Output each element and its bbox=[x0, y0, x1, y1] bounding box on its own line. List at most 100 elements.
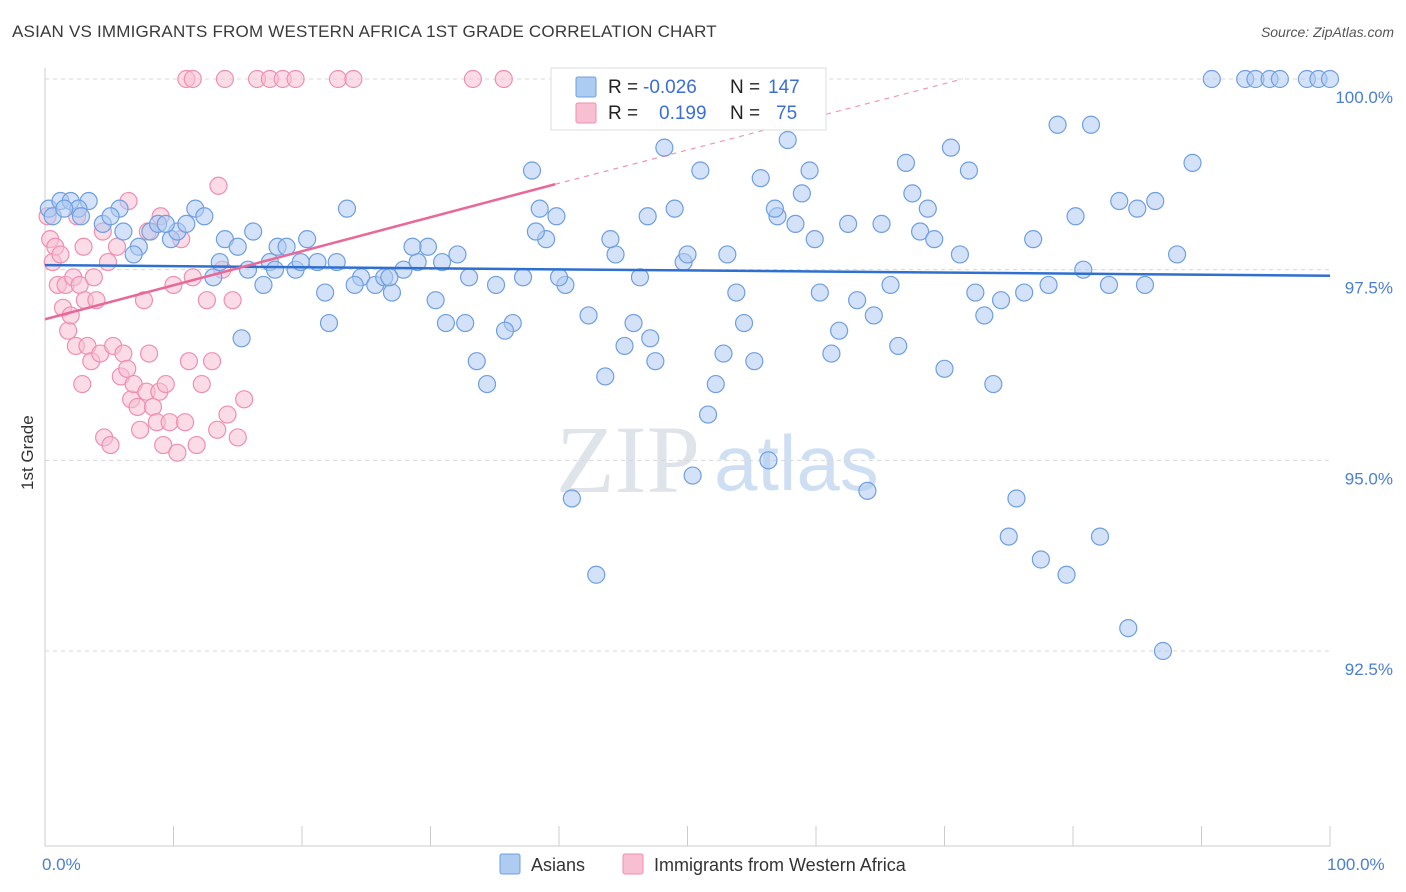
asian-point bbox=[950, 245, 970, 264]
africa-point bbox=[74, 237, 93, 256]
africa-point bbox=[59, 321, 78, 340]
africa-point bbox=[235, 390, 254, 409]
africa-point bbox=[328, 69, 348, 89]
africa-point bbox=[143, 397, 163, 417]
asian-point bbox=[394, 260, 413, 279]
asian-point bbox=[765, 199, 784, 218]
asian-point bbox=[114, 222, 133, 241]
asian-point bbox=[792, 184, 811, 203]
africa-point bbox=[179, 352, 199, 371]
africa-point bbox=[128, 397, 147, 417]
asian-point bbox=[975, 306, 994, 325]
asian-point bbox=[177, 214, 196, 234]
asian-point bbox=[1099, 275, 1119, 295]
asian-point bbox=[896, 153, 916, 172]
x-tick-label-max: 100.0% bbox=[1327, 855, 1385, 874]
asian-point bbox=[316, 283, 335, 302]
africa-point bbox=[223, 291, 242, 310]
asian-point bbox=[778, 130, 797, 150]
africa-point bbox=[192, 374, 211, 394]
asian-point bbox=[254, 275, 273, 295]
asian-point bbox=[210, 252, 229, 272]
africa-point bbox=[183, 69, 202, 89]
asian-point bbox=[156, 214, 175, 234]
asian-point bbox=[477, 374, 497, 394]
africa-point bbox=[134, 291, 154, 310]
legend-africa-n-label: N = bbox=[730, 103, 760, 124]
asian-point bbox=[513, 268, 533, 287]
asian-point bbox=[665, 199, 684, 218]
asian-point bbox=[959, 161, 979, 180]
asian-point bbox=[941, 138, 961, 157]
asian-point bbox=[999, 527, 1018, 546]
africa-point bbox=[154, 435, 173, 455]
y-tick-label: 92.5% bbox=[1345, 660, 1393, 679]
asian-point bbox=[526, 222, 545, 241]
bottom-legend-label-asians: Asians bbox=[531, 855, 585, 875]
asian-point bbox=[265, 260, 285, 279]
asian-point bbox=[467, 352, 486, 371]
asian-point bbox=[1074, 260, 1093, 279]
asian-point bbox=[601, 230, 620, 249]
y-tick-label: 100.0% bbox=[1335, 88, 1393, 107]
asian-point bbox=[889, 336, 908, 356]
stats-legend: R = -0.026 N = 147 R = 0.199 N = 75 bbox=[550, 67, 827, 131]
y-tick-label: 97.5% bbox=[1345, 279, 1393, 298]
x-axis-ticks bbox=[44, 826, 1331, 846]
africa-point bbox=[286, 69, 305, 89]
asian-point bbox=[786, 214, 805, 234]
asian-point bbox=[925, 230, 944, 249]
series-legend: Asians Immigrants from Western Africa bbox=[499, 853, 907, 875]
asian-point bbox=[734, 313, 754, 333]
asian-point bbox=[918, 199, 937, 218]
asian-point bbox=[751, 169, 770, 188]
asian-point bbox=[549, 268, 569, 287]
asian-point bbox=[1057, 565, 1076, 584]
asian-point bbox=[337, 199, 357, 218]
asian-point bbox=[678, 245, 697, 264]
africa-point bbox=[101, 435, 120, 455]
africa-point bbox=[168, 443, 187, 462]
africa-point bbox=[61, 306, 80, 325]
africa-point bbox=[209, 176, 228, 195]
asian-point bbox=[579, 306, 598, 325]
asian-point bbox=[436, 313, 456, 333]
asian-point bbox=[562, 489, 581, 508]
asian-point bbox=[71, 207, 91, 226]
africa-point bbox=[156, 374, 175, 394]
asian-point bbox=[624, 313, 643, 333]
asian-point bbox=[1135, 275, 1155, 295]
asian-point bbox=[448, 245, 467, 264]
asian-point bbox=[345, 275, 364, 295]
y-axis-tick-labels: 100.0% 97.5% 95.0% 92.5% bbox=[1335, 88, 1393, 679]
asian-point bbox=[935, 359, 954, 378]
asian-point bbox=[55, 199, 74, 218]
asian-point bbox=[1090, 527, 1110, 546]
asian-series-points bbox=[39, 69, 1340, 661]
bottom-legend-label-africa: Immigrants from Western Africa bbox=[654, 855, 907, 875]
legend-asian-n-label: N = bbox=[730, 77, 760, 98]
asian-point bbox=[858, 481, 877, 500]
legend-asian-r-label: R = bbox=[608, 77, 638, 98]
asian-point bbox=[714, 344, 733, 363]
asian-point bbox=[1110, 191, 1129, 211]
asian-point bbox=[630, 268, 650, 287]
asian-point bbox=[830, 321, 849, 340]
asian-point bbox=[615, 336, 634, 356]
legend-africa-r-value: 0.199 bbox=[659, 103, 707, 124]
stats-legend-box bbox=[550, 67, 827, 131]
asian-point bbox=[195, 207, 214, 226]
asian-point bbox=[1081, 115, 1101, 134]
asian-point bbox=[641, 329, 660, 348]
asian-point bbox=[1320, 69, 1340, 89]
asian-point bbox=[403, 237, 422, 256]
asian-point bbox=[587, 565, 606, 584]
legend-swatch-africa bbox=[575, 102, 597, 124]
africa-point bbox=[175, 413, 195, 432]
asian-point bbox=[486, 275, 506, 295]
trend-lines bbox=[44, 78, 1331, 321]
asian-point bbox=[903, 184, 922, 203]
y-tick-label: 95.0% bbox=[1345, 469, 1393, 488]
asian-point bbox=[124, 245, 143, 264]
